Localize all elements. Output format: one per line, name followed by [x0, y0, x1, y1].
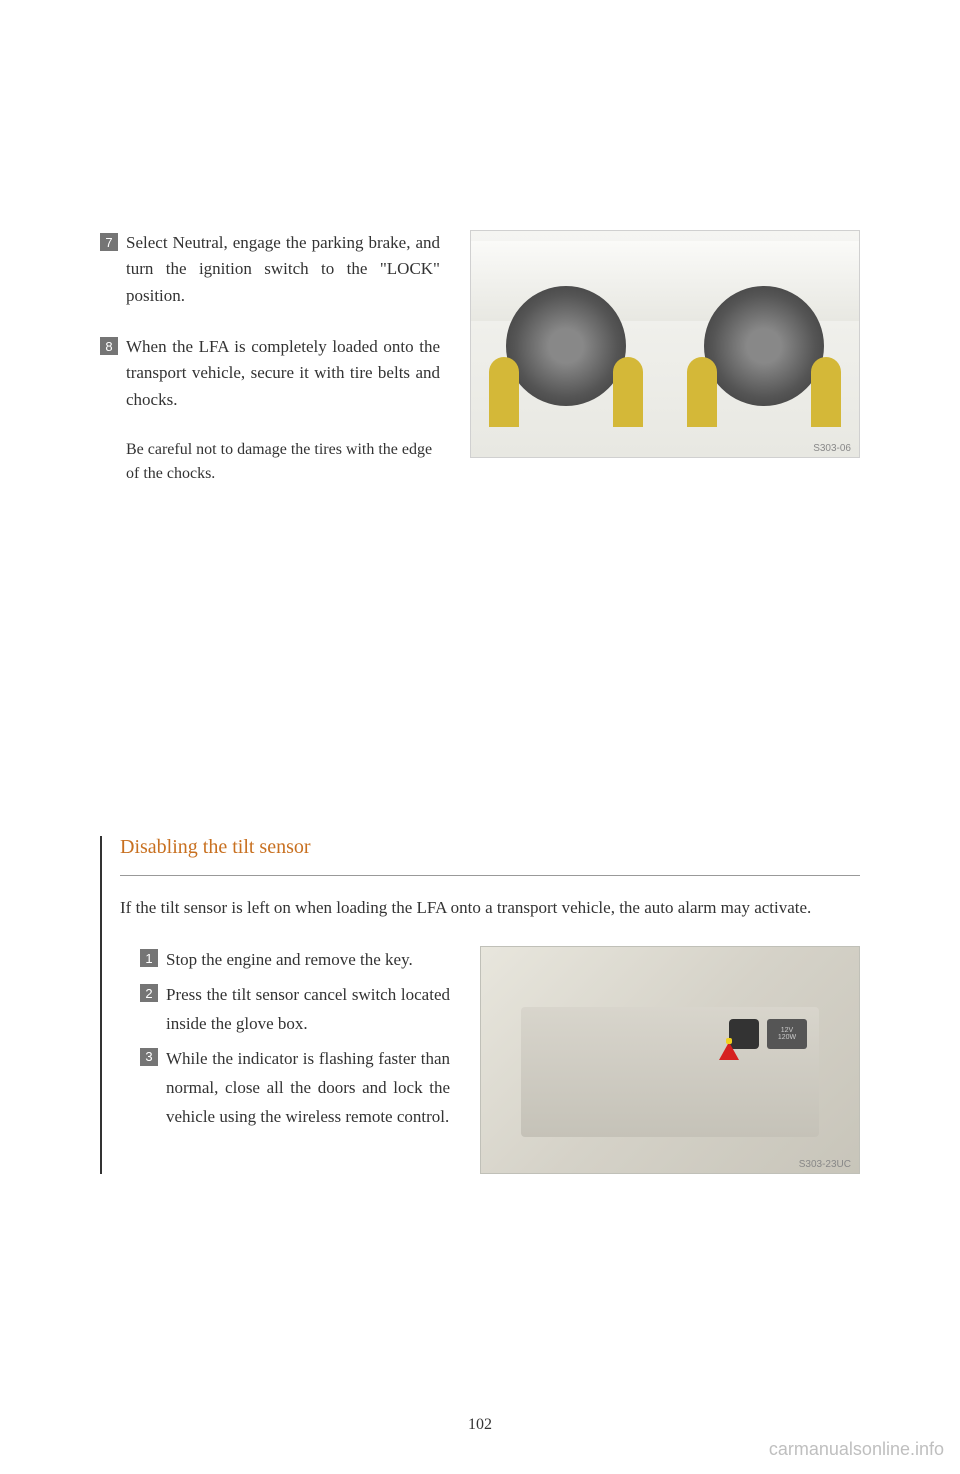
- power-wattage: 120W: [778, 1034, 796, 1041]
- step-number-badge: 1: [140, 949, 158, 967]
- title-underline: [120, 875, 860, 876]
- caution-note: Be careful not to damage the tires with …: [126, 438, 440, 486]
- instruction-text: Select Neutral, engage the parking brake…: [126, 230, 440, 309]
- watermark: carmanualsonline.info: [769, 1439, 944, 1460]
- instruction-text: When the LFA is completely loaded onto t…: [126, 334, 440, 413]
- instruction-text: Stop the engine and remove the key.: [166, 946, 413, 975]
- top-instructions-column: 7 Select Neutral, engage the parking bra…: [100, 230, 440, 486]
- indicator-arrow-icon: [719, 1042, 739, 1060]
- power-outlet-label: 12V 120W: [767, 1019, 807, 1049]
- top-section: 7 Select Neutral, engage the parking bra…: [100, 230, 860, 486]
- instruction-step-3: 3 While the indicator is flashing faster…: [140, 1045, 450, 1132]
- wheel-right-icon: [704, 286, 824, 406]
- lower-instructions-column: 1 Stop the engine and remove the key. 2 …: [120, 946, 450, 1174]
- section-intro-text: If the tilt sensor is left on when loadi…: [120, 894, 860, 921]
- glovebox-image-column: 12V 120W S303-23UC: [480, 946, 860, 1174]
- chock-icon: [489, 357, 519, 427]
- chock-icon: [687, 357, 717, 427]
- wheel-left-icon: [506, 286, 626, 406]
- tilt-sensor-section: Disabling the tilt sensor If the tilt se…: [100, 836, 860, 1174]
- page-container: 7 Select Neutral, engage the parking bra…: [0, 0, 960, 1234]
- chock-icon: [811, 357, 841, 427]
- tire-chock-illustration: S303-06: [470, 230, 860, 458]
- tire-image-column: S303-06: [470, 230, 860, 486]
- step-number-badge: 7: [100, 233, 118, 251]
- chock-icon: [613, 357, 643, 427]
- image-code-label: S303-06: [813, 443, 851, 454]
- step-number-badge: 2: [140, 984, 158, 1002]
- instruction-step-2: 2 Press the tilt sensor cancel switch lo…: [140, 981, 450, 1039]
- instruction-step-7: 7 Select Neutral, engage the parking bra…: [100, 230, 440, 309]
- step-number-badge: 8: [100, 337, 118, 355]
- step-number-badge: 3: [140, 1048, 158, 1066]
- instruction-text: Press the tilt sensor cancel switch loca…: [166, 981, 450, 1039]
- image-code-label: S303-23UC: [799, 1159, 851, 1170]
- lower-section: 1 Stop the engine and remove the key. 2 …: [120, 946, 860, 1174]
- instruction-text: While the indicator is flashing faster t…: [166, 1045, 450, 1132]
- instruction-step-1: 1 Stop the engine and remove the key.: [140, 946, 450, 975]
- power-voltage: 12V: [781, 1027, 793, 1034]
- section-title: Disabling the tilt sensor: [120, 836, 860, 867]
- page-number: 102: [468, 1416, 492, 1434]
- glovebox-illustration: 12V 120W S303-23UC: [480, 946, 860, 1174]
- instruction-step-8: 8 When the LFA is completely loaded onto…: [100, 334, 440, 413]
